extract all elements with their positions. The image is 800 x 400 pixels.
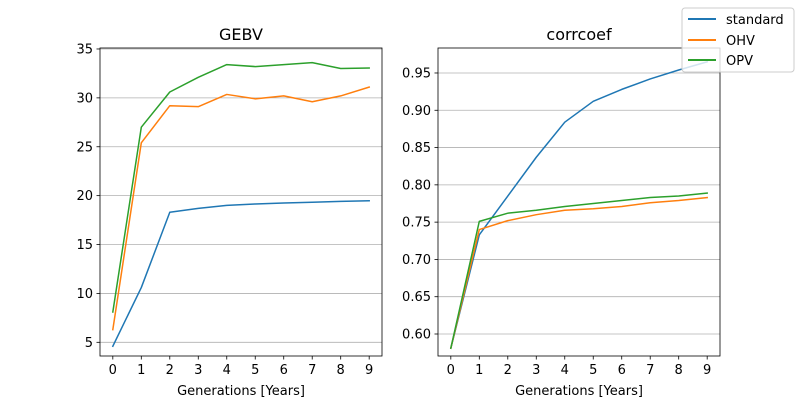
corrcoef-x-tick-label: 2 — [504, 363, 512, 378]
corrcoef-y-tick-label: 0.80 — [402, 178, 431, 193]
gebv-y-tick-label: 35 — [76, 42, 93, 57]
corrcoef-x-tick-label: 1 — [475, 363, 483, 378]
corrcoef-x-tick-label: 7 — [646, 363, 654, 378]
corrcoef-y-tick-label: 0.60 — [402, 328, 431, 343]
gebv-x-tick-label: 1 — [137, 363, 145, 378]
corrcoef-x-tick-label: 3 — [532, 363, 540, 378]
gebv-y-tick-label: 15 — [76, 238, 93, 253]
legend-label-ohv: OHV — [726, 34, 755, 49]
gebv-y-tick-label: 25 — [76, 140, 93, 155]
gebv-x-tick-label: 4 — [223, 363, 231, 378]
corrcoef-x-tick-label: 8 — [675, 363, 683, 378]
corrcoef-series-line-standard — [449, 60, 709, 350]
gebv-x-tick-label: 8 — [337, 363, 345, 378]
corrcoef-series-line-ohv — [449, 196, 709, 350]
corrcoef-y-tick-label: 0.70 — [402, 253, 431, 268]
corrcoef-series-line-opv — [449, 192, 709, 350]
corrcoef-y-tick-label: 0.75 — [402, 216, 431, 231]
corrcoef-x-tick-label: 9 — [703, 363, 711, 378]
corrcoef-y-tick-label: 0.95 — [402, 66, 431, 81]
corrcoef-title: corrcoef — [546, 25, 612, 44]
gebv-x-tick-label: 9 — [365, 363, 373, 378]
gebv-y-tick-label: 10 — [76, 287, 93, 302]
gebv-x-axis-label: Generations [Years] — [177, 384, 305, 399]
gebv-axes-frame — [99, 47, 383, 357]
gebv-x-tick-label: 5 — [251, 363, 259, 378]
gebv-x-tick-label: 0 — [109, 363, 117, 378]
gebv-series-line-ohv — [111, 86, 371, 331]
gebv-series-line-opv — [111, 61, 370, 313]
legend: standard OHV OPV — [681, 7, 795, 73]
gebv-title: GEBV — [219, 25, 263, 44]
corrcoef-x-axis-label: Generations [Years] — [515, 384, 643, 399]
corrcoef-x-tick-label: 5 — [589, 363, 597, 378]
gebv-x-tick-label: 7 — [308, 363, 316, 378]
legend-frame — [681, 7, 795, 73]
corrcoef-y-tick-label: 0.65 — [402, 290, 431, 305]
corrcoef-x-tick-label: 0 — [447, 363, 455, 378]
gebv-x-tick-label: 6 — [280, 363, 288, 378]
corrcoef-panel: corrcoef Generations [Years] 0.60 0.65 0.7… — [402, 25, 721, 399]
gebv-y-tick-label: 20 — [76, 189, 93, 204]
legend-label-opv: OPV — [726, 54, 753, 69]
corrcoef-axes-frame — [437, 47, 721, 357]
corrcoef-x-tick-label: 6 — [618, 363, 626, 378]
corrcoef-y-tick-label: 0.90 — [402, 104, 431, 119]
corrcoef-y-tick-label: 0.85 — [402, 141, 431, 156]
gebv-x-tick-label: 2 — [166, 363, 174, 378]
gebv-y-tick-label: 5 — [85, 336, 93, 351]
legend-label-standard: standard — [726, 13, 784, 28]
gebv-series-line-standard — [111, 199, 370, 348]
corrcoef-x-tick-label: 4 — [561, 363, 569, 378]
gebv-y-tick-label: 30 — [76, 91, 93, 106]
gebv-x-tick-label: 3 — [194, 363, 202, 378]
